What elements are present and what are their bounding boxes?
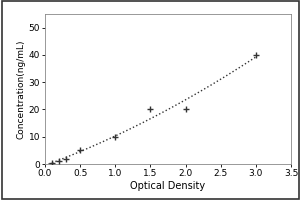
Y-axis label: Concentration(ng/mL): Concentration(ng/mL) — [17, 39, 26, 139]
X-axis label: Optical Density: Optical Density — [130, 181, 206, 191]
